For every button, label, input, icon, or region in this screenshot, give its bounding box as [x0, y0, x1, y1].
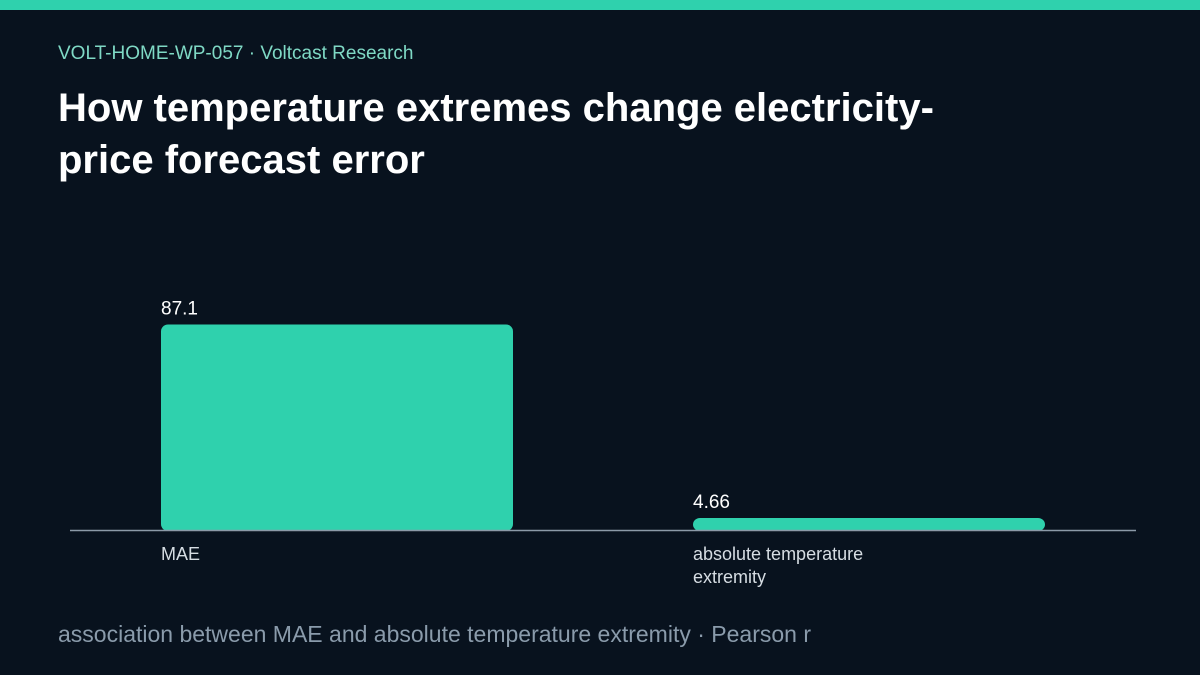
data-label-1: 4.66 — [693, 492, 730, 513]
document-id: VOLT-HOME-WP-057 — [58, 43, 244, 64]
bar-0 — [161, 324, 513, 531]
page-title: How temperature extremes change electric… — [58, 86, 934, 182]
category-label-0: MAE — [161, 544, 200, 564]
publisher: Voltcast Research — [260, 43, 414, 64]
chart-caption: association between MAE and absolute tem… — [58, 621, 811, 647]
document-id-line: VOLT-HOME-WP-057 · Voltcast Research — [58, 43, 414, 65]
top-accent-bar — [0, 0, 1200, 10]
separator: · — [248, 43, 256, 64]
category-label-1: absolute temperature extremity — [693, 544, 863, 587]
bar-1 — [693, 518, 1045, 531]
data-label-0: 87.1 — [161, 298, 198, 319]
